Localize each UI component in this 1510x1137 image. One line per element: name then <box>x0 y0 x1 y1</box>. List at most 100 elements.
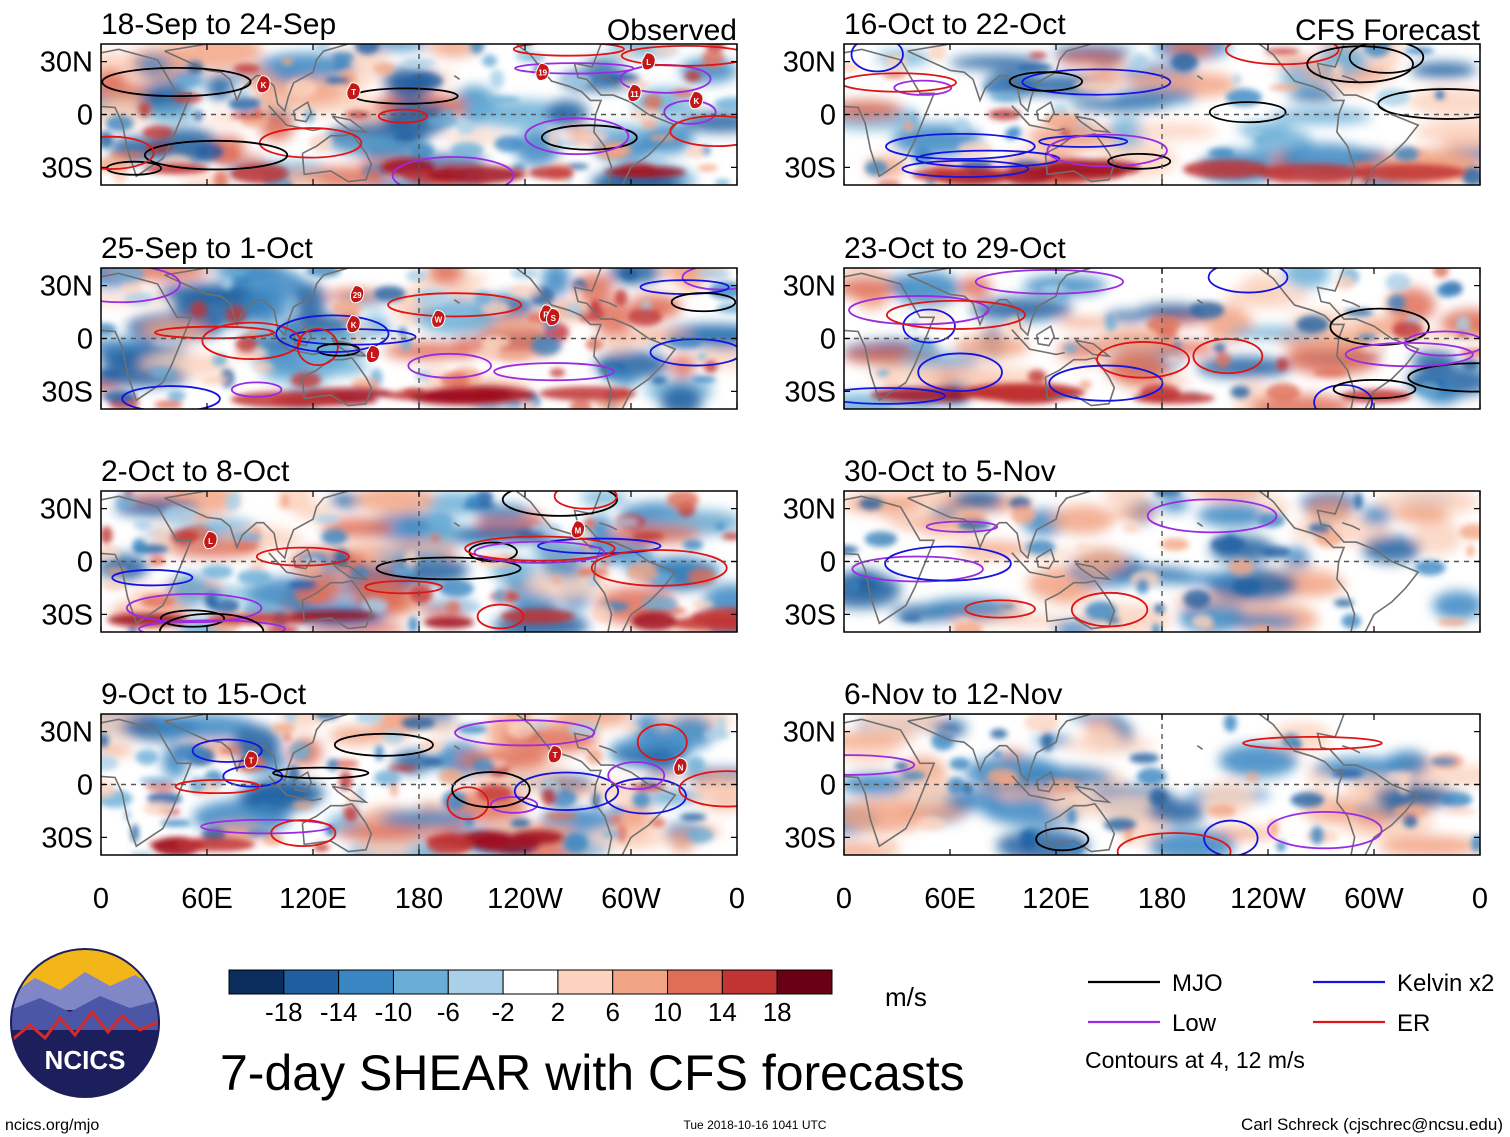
shear-anomaly-blob <box>1304 499 1353 523</box>
shear-anomaly-cell <box>1047 779 1078 791</box>
shear-anomaly-blob <box>1414 119 1480 145</box>
shear-anomaly-blob <box>428 44 479 58</box>
shear-anomaly-cell <box>314 44 331 56</box>
shear-anomaly-cell <box>374 744 384 762</box>
shear-anomaly-cell <box>343 804 359 822</box>
coastline <box>1011 552 1065 579</box>
shear-anomaly-blob <box>1227 326 1320 340</box>
shear-anomaly-cell <box>1027 369 1047 384</box>
anomaly-contour <box>138 619 287 632</box>
shear-anomaly-cell <box>1296 315 1329 334</box>
shear-anomaly-blob <box>1236 121 1293 137</box>
shear-anomaly-cell <box>212 354 228 367</box>
colorbar-swatch <box>667 969 723 995</box>
storm-id: K <box>693 97 699 106</box>
storm-icon <box>256 75 271 94</box>
x-tick-label: 0 <box>1472 883 1488 915</box>
storm-icon <box>346 314 361 334</box>
shear-anomaly-cell <box>990 728 1008 739</box>
anomaly-contour <box>377 108 429 124</box>
shear-anomaly-blob <box>844 798 929 834</box>
shear-anomaly-cell <box>438 768 463 785</box>
coastline <box>331 785 369 804</box>
storm-marker: T <box>346 82 361 101</box>
shear-anomaly-blob <box>844 571 902 609</box>
shear-anomaly-blob <box>585 124 653 137</box>
map-panel: 16-Oct to 22-Oct CFS Forecast 30N 0 30S <box>783 8 1481 186</box>
shear-anomaly-cell <box>544 811 578 820</box>
storm-icon <box>570 520 586 539</box>
legend-label: Kelvin x2 <box>1397 970 1494 997</box>
coastline <box>1341 298 1361 308</box>
legend-label: MJO <box>1172 970 1223 997</box>
shear-anomaly-cell <box>1170 52 1199 72</box>
colorbar-label: 2 <box>551 997 565 1027</box>
shear-anomaly-cell <box>410 73 444 90</box>
storm-id: 19 <box>538 69 547 78</box>
colorbar-label: 6 <box>605 997 619 1027</box>
shear-anomaly-cell <box>321 529 348 545</box>
anomaly-contour <box>1046 133 1168 168</box>
shear-anomaly-cell <box>652 571 675 588</box>
coastline <box>907 44 1092 113</box>
anomaly-contour <box>1008 71 1083 92</box>
legend-label: Low <box>1172 1010 1217 1037</box>
storm-marker: K <box>256 75 271 94</box>
shear-anomaly-cell <box>138 102 151 117</box>
shear-anomaly-cell <box>1016 63 1053 73</box>
shear-anomaly-cell <box>440 371 470 388</box>
storm-icon <box>545 307 561 327</box>
shear-anomaly-cell <box>569 398 592 409</box>
shear-anomaly-cell <box>949 757 971 771</box>
shear-anomaly-cell <box>281 57 293 66</box>
shear-anomaly-cell <box>1165 356 1182 364</box>
shear-anomaly-cell <box>697 353 707 360</box>
panel-period-title: 23-Oct to 29-Oct <box>844 232 1066 265</box>
anomaly-contour <box>915 149 1061 168</box>
shear-anomaly-cell <box>387 764 417 772</box>
shear-anomaly-blob <box>329 493 365 508</box>
shear-anomaly-blob <box>898 352 982 368</box>
anomaly-contour <box>387 292 523 318</box>
shear-anomaly-cell <box>338 771 353 792</box>
shear-anomaly-blob <box>1083 725 1121 755</box>
coastline <box>268 329 322 356</box>
shear-anomaly-cell <box>150 339 185 346</box>
y-tick-label: 0 <box>77 324 93 356</box>
colorbar-label: -2 <box>492 997 515 1027</box>
storm-marker: T <box>243 750 259 769</box>
coastline <box>292 770 313 793</box>
jet-shear-band <box>463 831 513 848</box>
shear-anomaly-cell <box>952 621 983 632</box>
column-label: CFS Forecast <box>1295 14 1481 47</box>
y-tick-label: 0 <box>820 547 836 579</box>
panel-period-title: 30-Oct to 5-Nov <box>844 455 1056 488</box>
shear-anomaly-cell <box>128 625 137 632</box>
shear-anomaly-cell <box>864 531 898 547</box>
shear-anomaly-cell <box>684 70 702 82</box>
shear-anomaly-cell <box>1266 382 1301 403</box>
coastline <box>331 562 369 581</box>
shear-anomaly-cell <box>565 303 583 317</box>
jet-shear-band <box>423 616 474 629</box>
coastline <box>101 272 193 402</box>
shear-anomaly-cell <box>947 776 966 795</box>
shear-anomaly-blob <box>545 99 589 128</box>
shear-anomaly-cell <box>351 566 368 579</box>
shear-anomaly-cell <box>1213 342 1226 354</box>
shear-anomaly-cell <box>488 96 520 104</box>
shear-anomaly-cell <box>976 547 990 565</box>
jet-shear-band <box>1352 163 1466 181</box>
coastline <box>453 75 461 80</box>
shear-anomaly-blob <box>245 288 290 324</box>
shear-anomaly-blob <box>1057 317 1112 329</box>
shear-anomaly-cell <box>330 300 362 316</box>
shear-anomaly-cell <box>154 400 183 409</box>
shear-anomaly-cell <box>1471 834 1480 853</box>
coastline <box>1341 521 1361 531</box>
colorbar-label: 10 <box>653 997 682 1027</box>
footer-url[interactable]: ncics.org/mjo <box>5 1117 99 1134</box>
anomaly-contour <box>964 599 1036 619</box>
x-tick-label: 0 <box>729 883 745 915</box>
shear-anomaly-cell <box>1230 385 1250 399</box>
